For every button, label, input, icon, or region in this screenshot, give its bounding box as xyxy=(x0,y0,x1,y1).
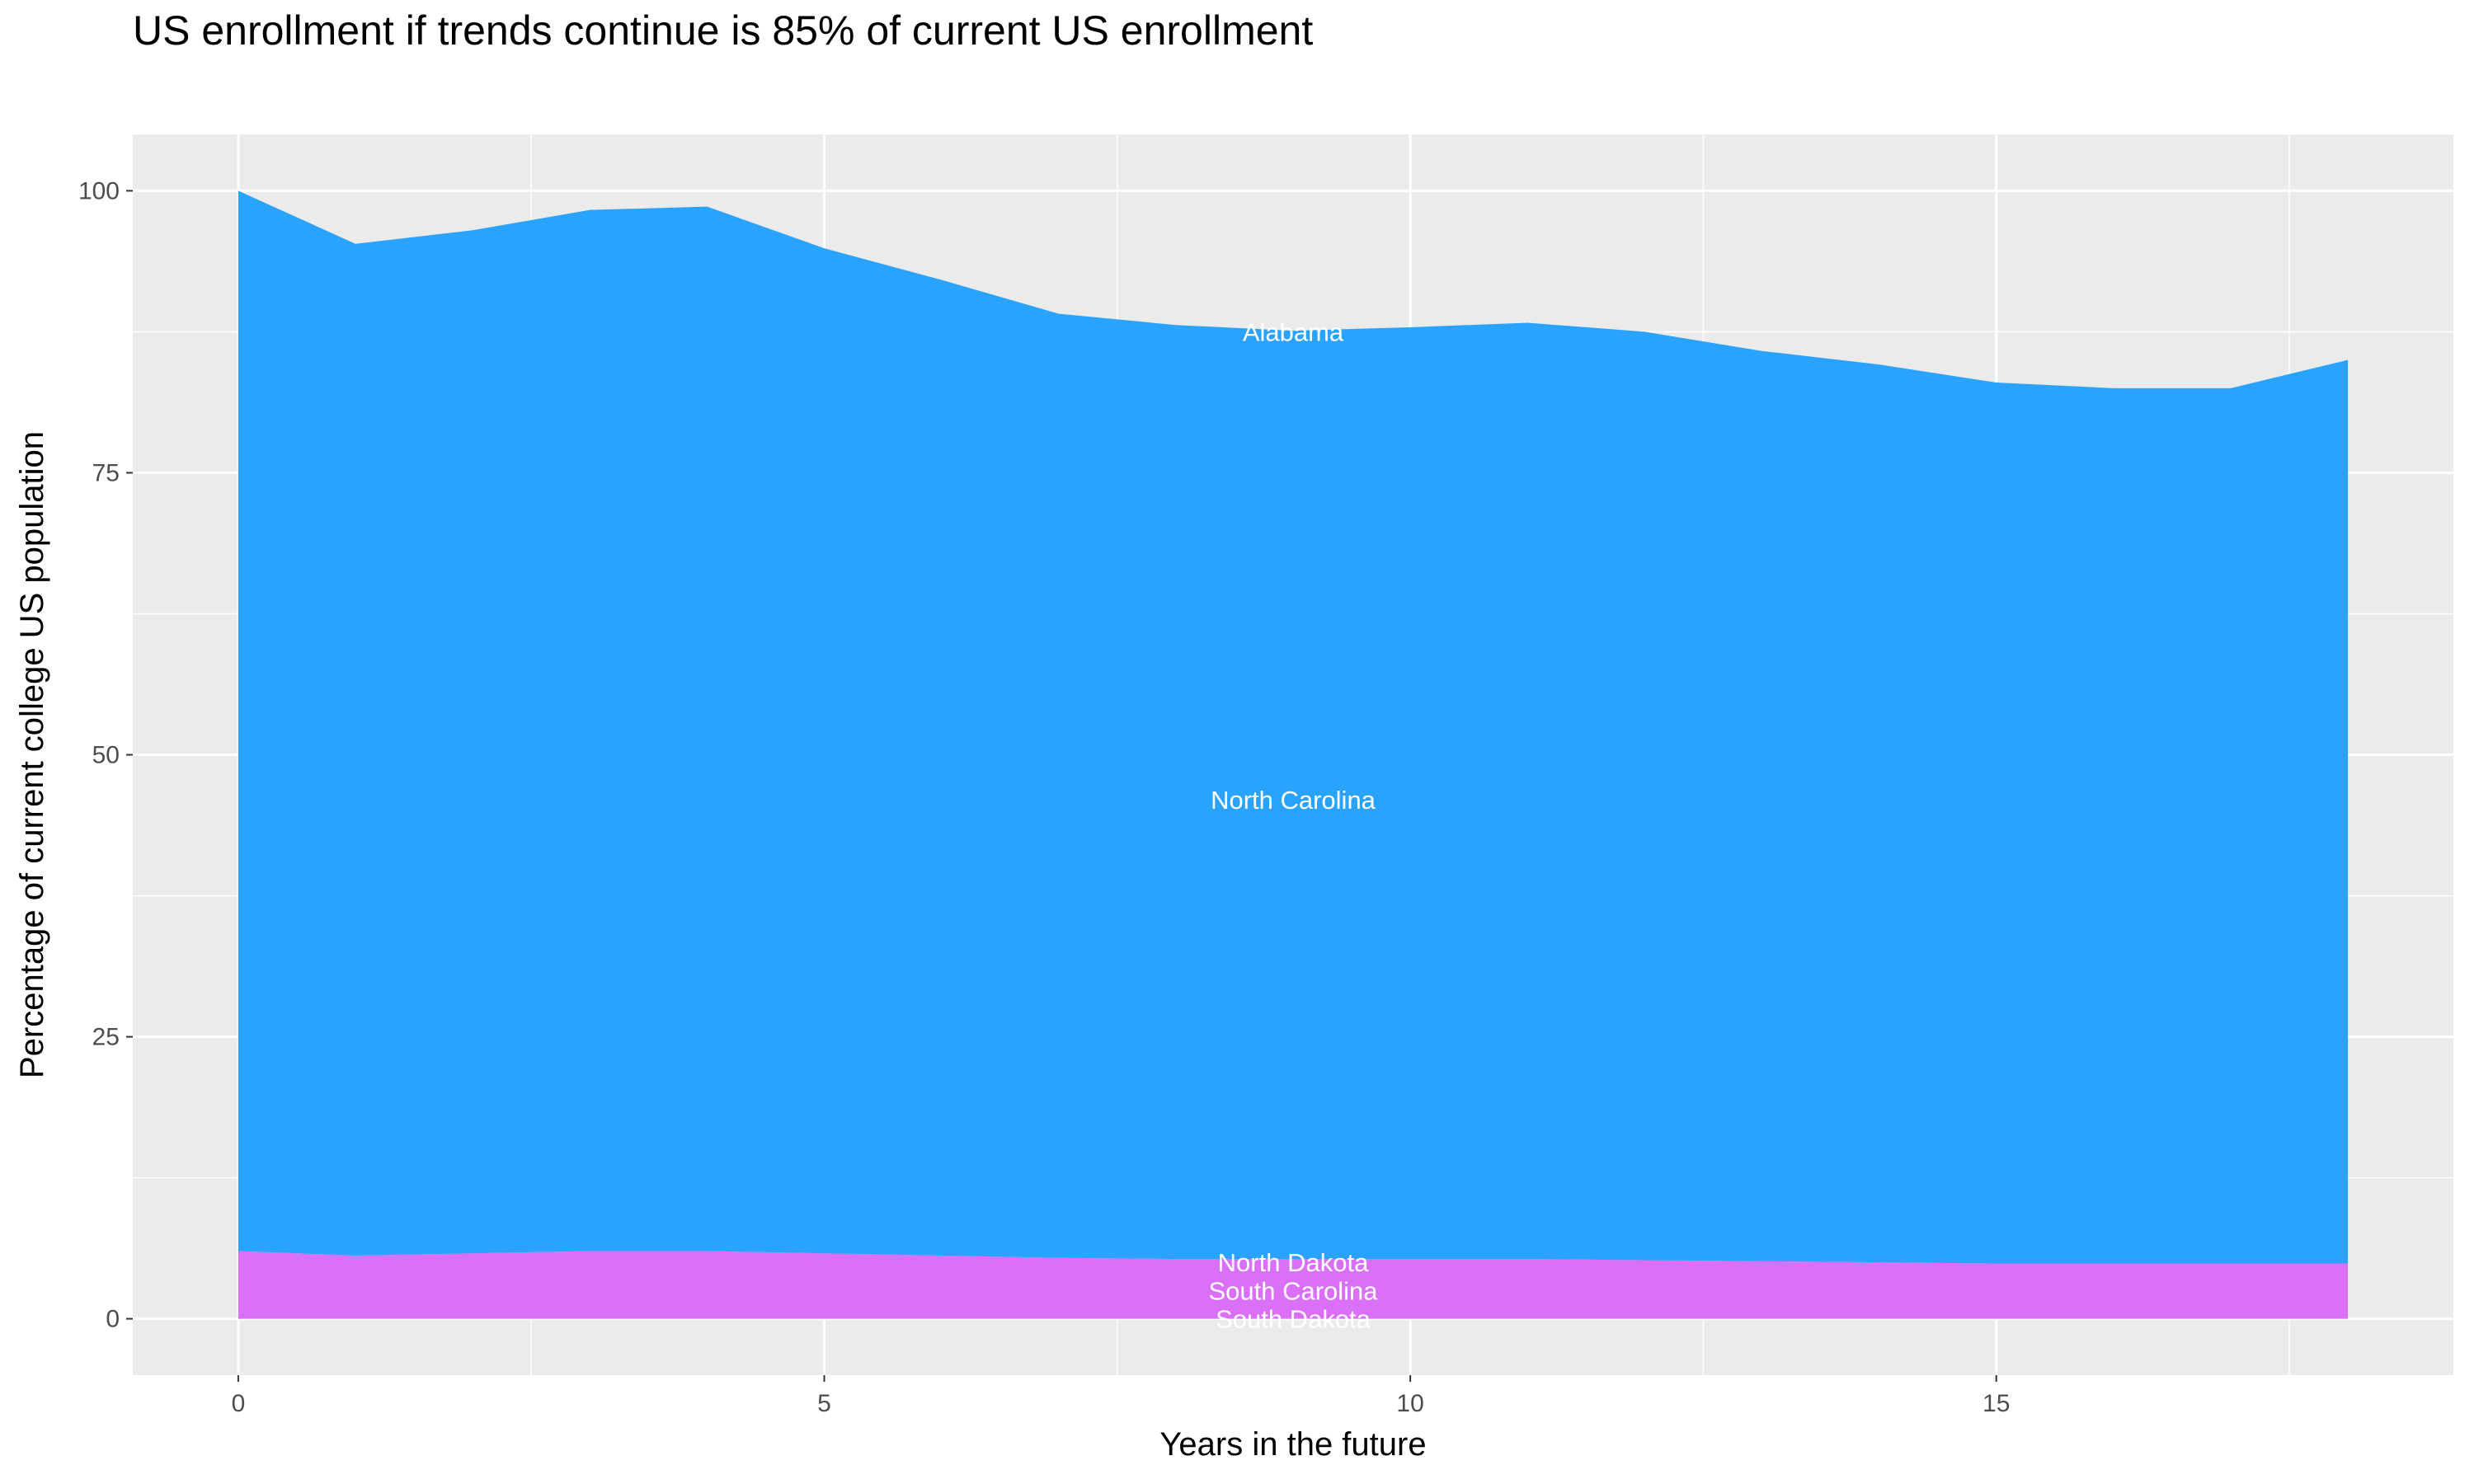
chart-title: US enrollment if trends continue is 85% … xyxy=(133,7,1314,54)
y-tick-label: 75 xyxy=(92,459,120,486)
area-label: South Dakota xyxy=(1216,1305,1371,1334)
x-tick-label: 15 xyxy=(1982,1390,2010,1417)
y-tick-label: 0 xyxy=(106,1306,120,1333)
area-series-0 xyxy=(238,1251,2349,1319)
x-tick-label: 10 xyxy=(1396,1390,1423,1417)
x-tick-label: 0 xyxy=(232,1390,246,1417)
x-tick-label: 5 xyxy=(817,1390,831,1417)
y-tick-label: 50 xyxy=(92,742,120,769)
y-axis-title: Percentage of current college US populat… xyxy=(14,431,50,1078)
area-series-1 xyxy=(238,190,2349,1264)
y-tick-label: 25 xyxy=(92,1024,120,1051)
area-label: South Carolina xyxy=(1208,1276,1378,1305)
area-label: North Dakota xyxy=(1218,1248,1369,1277)
y-tick-label: 100 xyxy=(78,177,120,204)
x-axis-title: Years in the future xyxy=(1159,1426,1426,1463)
area-label: North Carolina xyxy=(1211,786,1376,815)
area-label: Alabama xyxy=(1243,317,1344,346)
